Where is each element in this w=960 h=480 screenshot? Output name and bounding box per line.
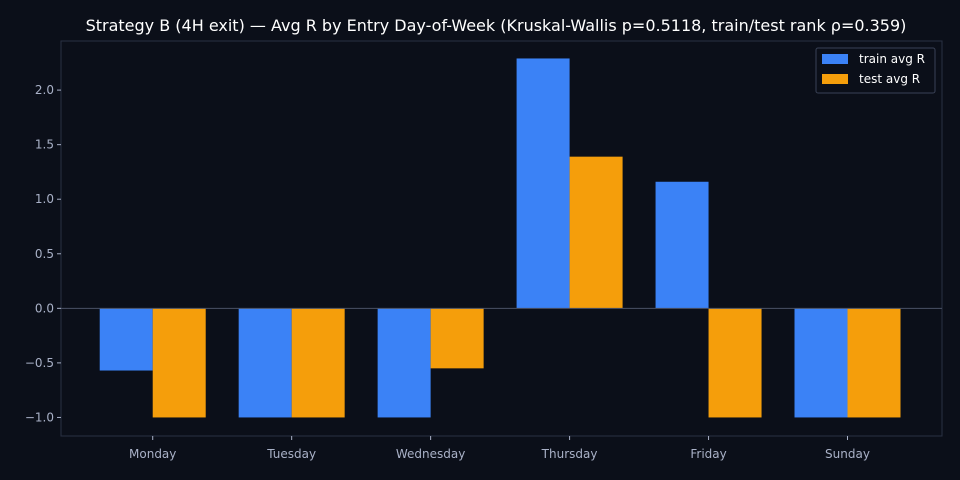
legend-swatch [822, 54, 848, 64]
bar-test-monday [152, 308, 206, 418]
bar-train-monday [99, 308, 153, 371]
bar-test-thursday [569, 156, 623, 309]
bar-train-thursday [516, 58, 570, 309]
y-tick-label: 1.5 [35, 138, 54, 152]
bar-train-tuesday [238, 308, 292, 418]
y-tick-label: 0.0 [35, 301, 54, 315]
x-tick-label: Monday [129, 447, 176, 461]
chart-title: Strategy B (4H exit) — Avg R by Entry Da… [86, 16, 907, 35]
bar-train-wednesday [377, 308, 431, 418]
bar-test-wednesday [430, 308, 484, 369]
legend: train avg R test avg R [815, 47, 936, 94]
x-tick-label: Tuesday [266, 447, 316, 461]
bar-train-friday [655, 181, 709, 309]
legend-label: test avg R [859, 72, 920, 86]
x-tick-label: Sunday [825, 447, 870, 461]
bar-train-sunday [794, 308, 848, 418]
y-tick-label: 2.0 [35, 83, 54, 97]
legend-label: train avg R [859, 52, 925, 66]
y-tick-label: −0.5 [25, 356, 54, 370]
plot-area: 2.0 1.5 1.0 0.5 0.0 −0.5 −1.0 Monday Tuesday Wedn… [25, 40, 943, 461]
y-tick-label: 0.5 [35, 247, 54, 261]
bar-test-tuesday [291, 308, 345, 418]
x-tick-label: Wednesday [396, 447, 465, 461]
x-tick-label: Thursday [541, 447, 598, 461]
legend-swatch [822, 74, 848, 84]
axes-frame [60, 40, 943, 437]
x-tick-label: Friday [690, 447, 726, 461]
bar-test-friday [708, 308, 762, 418]
bar-test-sunday [847, 308, 901, 418]
y-tick-label: −1.0 [25, 410, 54, 424]
y-tick-label: 1.0 [35, 192, 54, 206]
